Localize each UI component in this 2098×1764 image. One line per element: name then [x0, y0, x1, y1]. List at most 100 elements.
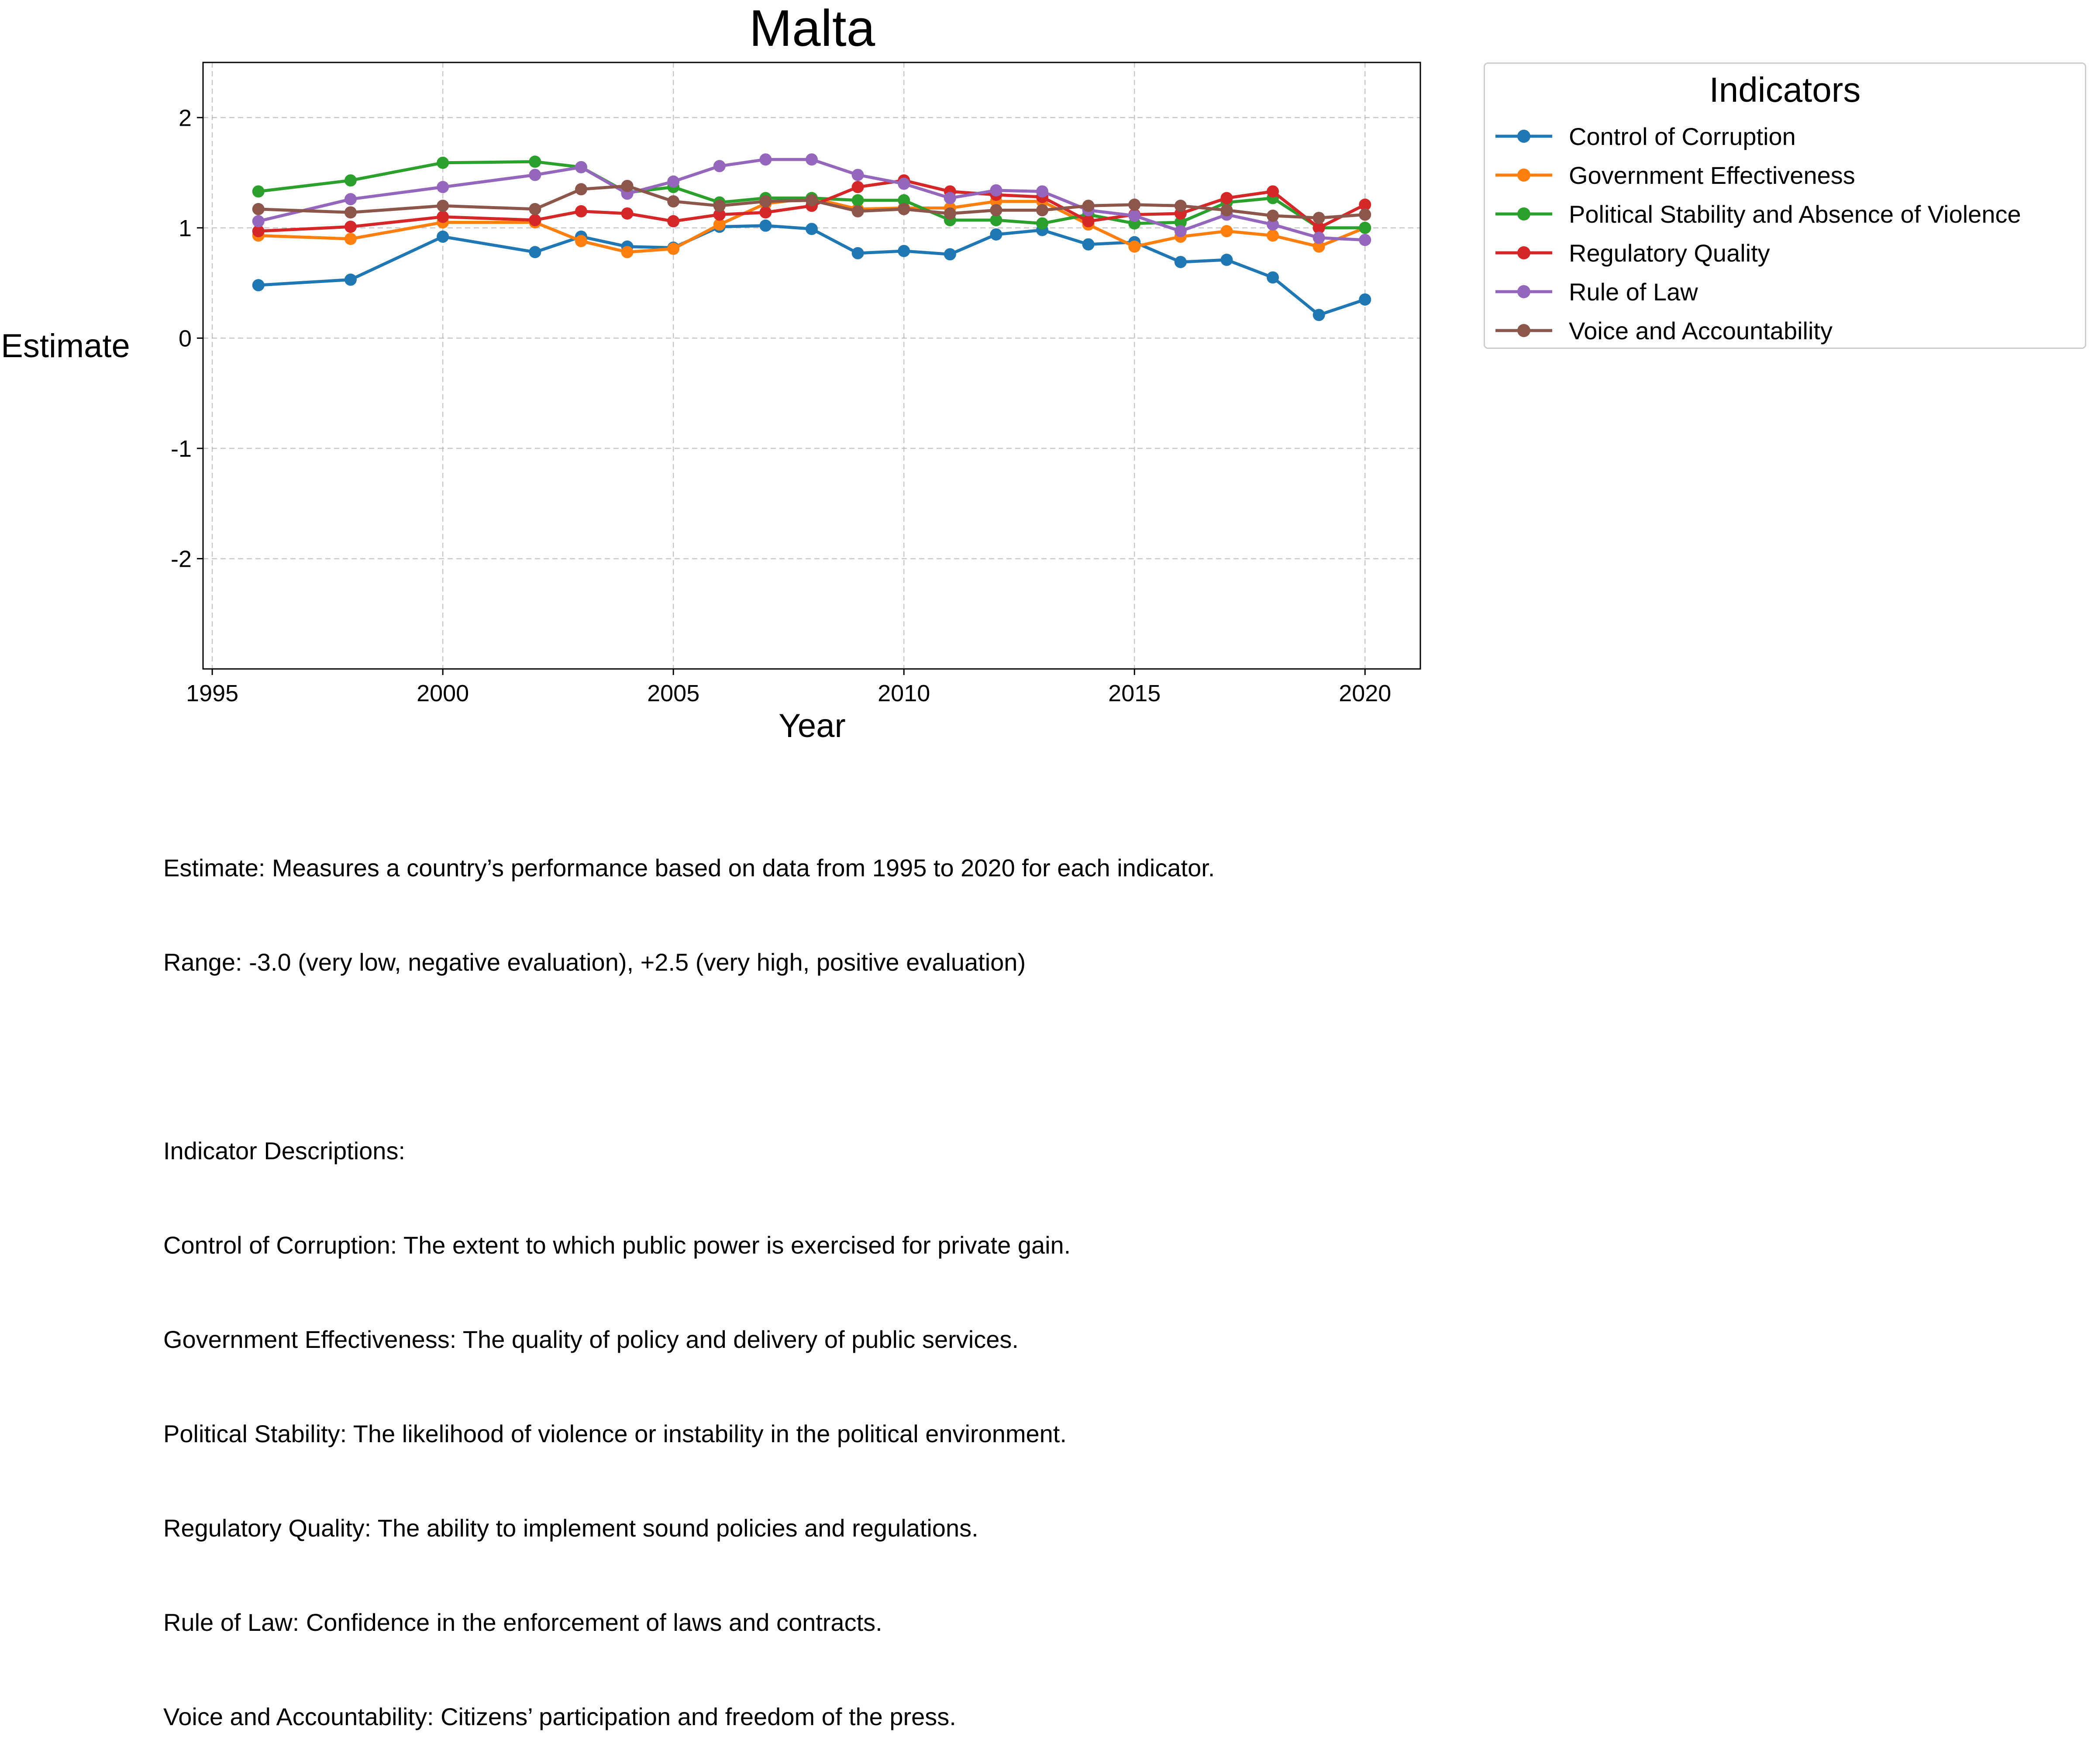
- note-line: Government Effectiveness: The quality of…: [163, 1326, 1019, 1353]
- series-0: [252, 219, 1371, 321]
- legend-line-marker-icon: [1495, 246, 1552, 259]
- data-point: [1267, 229, 1279, 242]
- data-point: [990, 228, 1002, 241]
- data-point: [1174, 256, 1187, 269]
- data-point: [344, 220, 357, 233]
- line-chart: Malta 1995 2000 2005 2010 2015 2020 -2 -1 0 1 2 Y…: [1, 0, 1421, 744]
- data-point: [344, 273, 357, 286]
- data-point: [1082, 215, 1095, 227]
- note-line: Range: -3.0 (very low, negative evaluati…: [163, 948, 1026, 976]
- data-point: [990, 184, 1002, 196]
- data-point: [529, 169, 541, 181]
- data-point: [759, 206, 772, 219]
- data-point: [1128, 198, 1141, 211]
- data-point: [1267, 210, 1279, 222]
- data-point: [252, 215, 265, 227]
- legend-label: Voice and Accountability: [1569, 317, 1833, 345]
- legend-line-marker-icon: [1495, 207, 1552, 220]
- data-point: [898, 203, 910, 215]
- data-point: [667, 195, 680, 208]
- series-line: [258, 196, 1366, 254]
- note-line: Regulatory Quality: The ability to imple…: [163, 1514, 978, 1542]
- series-line: [258, 160, 1365, 230]
- data-point: [437, 210, 449, 223]
- legend-label: Regulatory Quality: [1569, 239, 1770, 267]
- data-point: [759, 219, 772, 232]
- data-point: [851, 181, 864, 193]
- data-point: [1082, 238, 1095, 251]
- data-point: [944, 207, 956, 220]
- data-point: [806, 194, 818, 207]
- data-point: [344, 193, 357, 206]
- data-point: [851, 194, 864, 207]
- data-point: [1313, 240, 1325, 253]
- data-point: [713, 160, 726, 172]
- data-point: [575, 161, 587, 173]
- note-line: Indicator Descriptions:: [163, 1137, 406, 1165]
- note-line: Voice and Accountability: Citizens’ part…: [163, 1703, 956, 1730]
- grid: [203, 62, 1420, 669]
- data-point: [1313, 221, 1325, 234]
- data-point: [344, 174, 357, 187]
- data-point: [575, 183, 587, 196]
- data-point: [1036, 185, 1049, 198]
- y-tick-label: -1: [171, 436, 192, 462]
- legend-label: Government Effectiveness: [1569, 161, 1855, 189]
- data-point: [806, 223, 818, 235]
- y-axis: -2 -1 0 1 2: [171, 105, 203, 572]
- data-point: [1082, 200, 1095, 212]
- data-point: [990, 204, 1002, 217]
- legend-item-regulatory-quality: Regulatory Quality: [1494, 234, 1770, 272]
- x-tick-label: 2000: [417, 680, 469, 706]
- x-tick-label: 2015: [1108, 680, 1161, 706]
- data-point: [621, 246, 634, 258]
- data-point: [1220, 225, 1233, 238]
- data-point: [529, 214, 541, 227]
- series-layer: [252, 153, 1371, 321]
- series-line: [258, 179, 1366, 233]
- data-point: [1359, 208, 1371, 221]
- data-point: [713, 200, 726, 212]
- data-point: [1313, 309, 1325, 321]
- note-line: Political Stability: The likelihood of v…: [163, 1420, 1067, 1447]
- legend-item-rule-of-law: Rule of Law: [1494, 272, 1698, 311]
- data-point: [944, 192, 956, 204]
- x-axis-label: Year: [779, 707, 846, 744]
- data-point: [898, 245, 910, 257]
- data-point: [759, 153, 772, 166]
- legend-line-marker-icon: [1495, 169, 1552, 182]
- x-tick-label: 2020: [1339, 680, 1391, 706]
- legend-line-marker-icon: [1495, 324, 1552, 337]
- data-point: [944, 248, 956, 261]
- data-point: [1313, 231, 1325, 244]
- data-point: [344, 206, 357, 219]
- plot-frame: [202, 62, 1421, 670]
- legend-item-government-effectiveness: Government Effectiveness: [1494, 156, 1855, 194]
- data-point: [437, 156, 449, 169]
- chart-notes: Estimate: Measures a country’s performan…: [163, 789, 1215, 1764]
- legend-title: Indicators: [1709, 70, 1861, 109]
- x-tick-label: 1995: [186, 680, 238, 706]
- legend: Indicators Control of Corruption Governm…: [1484, 62, 2086, 349]
- data-point: [1174, 225, 1187, 238]
- data-point: [667, 175, 680, 188]
- series-line: [258, 158, 1365, 242]
- y-tick-label: 0: [179, 325, 192, 351]
- data-point: [437, 200, 449, 212]
- data-point: [1174, 216, 1187, 229]
- data-point: [851, 247, 864, 259]
- data-point: [667, 215, 680, 227]
- data-point: [898, 194, 910, 207]
- data-point: [1036, 217, 1049, 230]
- x-axis: 1995 2000 2005 2010 2015 2020: [186, 669, 1391, 706]
- data-point: [529, 155, 541, 168]
- data-point: [759, 195, 772, 208]
- data-point: [990, 214, 1002, 227]
- legend-item-political-stability: Political Stability and Absence of Viole…: [1494, 195, 2021, 233]
- data-point: [1036, 204, 1049, 217]
- legend-label: Political Stability and Absence of Viole…: [1569, 200, 2021, 228]
- data-point: [1220, 192, 1233, 204]
- series-line: [258, 224, 1366, 317]
- data-point: [713, 218, 726, 231]
- note-spacer: [163, 1041, 1215, 1072]
